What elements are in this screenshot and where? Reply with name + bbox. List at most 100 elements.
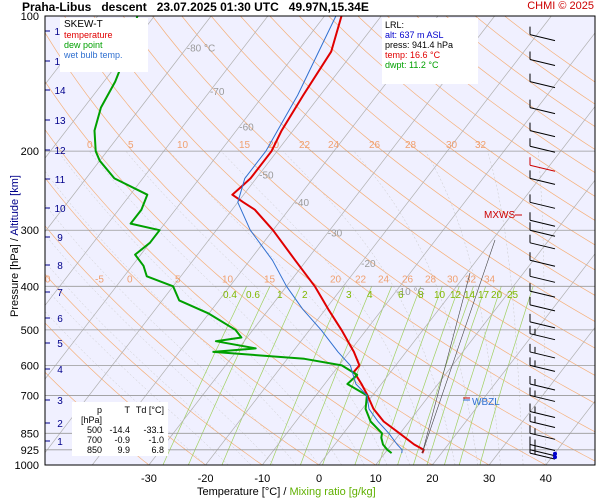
altitude-tick-label: 10 bbox=[54, 204, 66, 215]
wind-barb bbox=[529, 73, 556, 89]
y-tick-label: 1000 bbox=[15, 460, 39, 472]
wind-barb-shaft bbox=[529, 333, 556, 341]
wind-barb bbox=[529, 99, 556, 115]
dry-adiabat-line bbox=[210, 16, 595, 322]
wind-barb bbox=[529, 357, 556, 372]
lrl-press: press: 941.4 hPa bbox=[385, 40, 454, 50]
altitude-tick-label: 14 bbox=[54, 86, 66, 97]
wind-barb bbox=[529, 445, 557, 460]
wind-barb-shaft bbox=[529, 364, 556, 372]
altitude-tick-label: 4 bbox=[57, 365, 63, 376]
wind-barb bbox=[529, 122, 556, 138]
wind-barb-shaft bbox=[529, 145, 556, 153]
wind-barb-shaft bbox=[529, 34, 556, 42]
dry-adiabat-label: 5 bbox=[128, 140, 134, 151]
y-tick-label: 925 bbox=[21, 445, 39, 457]
dry-adiabat-label: 30 bbox=[447, 274, 459, 285]
wind-barb bbox=[529, 234, 556, 250]
mixing-ratio-label: 3 bbox=[346, 290, 352, 301]
wind-barb bbox=[529, 252, 556, 267]
altitude-tick-label: 2 bbox=[57, 419, 63, 430]
altitude-tick-label: 3 bbox=[57, 396, 63, 407]
wind-barb bbox=[529, 425, 556, 440]
wind-barb bbox=[529, 343, 556, 359]
wind-barb-shaft bbox=[529, 275, 556, 283]
mxws-label: MXWS bbox=[484, 210, 515, 221]
x-tick-label: 20 bbox=[426, 473, 438, 485]
wind-barb bbox=[529, 157, 556, 172]
wind-barb bbox=[529, 313, 556, 329]
y-tick-label: 600 bbox=[21, 360, 39, 372]
mixing-ratio-label: 20 bbox=[491, 290, 503, 301]
dry-adiabat-line bbox=[122, 16, 595, 404]
wind-barb-shaft bbox=[529, 383, 556, 391]
isotherm-line bbox=[432, 253, 595, 465]
altitude-tick-label: 5 bbox=[57, 339, 63, 350]
copyright-text: CHMI © 2025 bbox=[527, 0, 594, 12]
table-header-cell: Td [°C] bbox=[135, 405, 164, 415]
altitude-tick-label: 1 bbox=[57, 437, 63, 448]
isotherm-label: -70 bbox=[210, 87, 225, 98]
mixing-ratio-label: 6 bbox=[398, 290, 404, 301]
y-tick-label: 400 bbox=[21, 281, 39, 293]
dry-adiabat-label: 10 bbox=[222, 274, 234, 285]
wind-barb-shaft bbox=[529, 201, 556, 209]
dry-adiabat-label: 15 bbox=[264, 274, 276, 285]
y-tick-label: 200 bbox=[21, 146, 39, 158]
wind-barb-shaft bbox=[529, 421, 556, 428]
dry-adiabat-label: 34 bbox=[484, 274, 496, 285]
dry-adiabat-line bbox=[298, 16, 595, 246]
table-row: 850 9.9 6.8 bbox=[76, 445, 164, 455]
mixing-ratio-label: 14 bbox=[464, 290, 476, 301]
table-cell: -14.4 bbox=[109, 425, 130, 435]
table-row: 700 -0.9 -1.0 bbox=[76, 435, 164, 445]
dry-adiabat-label: 22 bbox=[299, 140, 311, 151]
isotherm-label: -60 bbox=[239, 123, 254, 134]
table-header-cell: T bbox=[124, 405, 131, 415]
isotherm-label: -50 bbox=[259, 170, 274, 181]
x-tick-label: 40 bbox=[540, 473, 552, 485]
y-tick-label: 850 bbox=[21, 428, 39, 440]
mixing-ratio-label: 10 bbox=[434, 290, 446, 301]
dry-adiabat-line bbox=[269, 16, 595, 271]
mixing-ratio-label: 12 bbox=[450, 290, 462, 301]
dry-adiabat-label: 30 bbox=[446, 140, 458, 151]
parcel-line bbox=[421, 239, 496, 454]
y-tick-label: 100 bbox=[21, 11, 39, 23]
dry-adiabat-label: 26 bbox=[369, 140, 381, 151]
parcel-line-2 bbox=[421, 272, 471, 454]
lrl-title: LRL: bbox=[385, 20, 405, 30]
isotherm-line bbox=[205, 16, 552, 465]
mixing-ratio-label: 8 bbox=[418, 290, 424, 301]
x-axis-label: Temperature [°C] / Mixing ratio [g/kg] bbox=[197, 486, 376, 498]
dry-adiabat-label: 32 bbox=[475, 140, 487, 151]
altitude-tick-label: 12 bbox=[54, 146, 66, 157]
wind-barb-dot bbox=[553, 451, 557, 456]
table-cell: 500 bbox=[86, 425, 102, 435]
table-cell: 6.8 bbox=[151, 445, 164, 455]
dry-adiabat-label: 28 bbox=[405, 140, 417, 151]
isotherm-label: -20 bbox=[361, 259, 376, 270]
mixing-ratio-label: 25 bbox=[507, 290, 519, 301]
y-tick-label: 700 bbox=[21, 390, 39, 402]
x-tick-label: -10 bbox=[254, 473, 270, 485]
moist-adiabat-line bbox=[45, 204, 297, 465]
wind-barb-shaft bbox=[529, 290, 556, 298]
x-tick-label: 30 bbox=[483, 473, 495, 485]
wind-barb bbox=[529, 283, 556, 298]
wind-barb bbox=[529, 403, 556, 418]
altitude-tick-label: 9 bbox=[57, 233, 63, 244]
table-cell: -33.1 bbox=[143, 425, 164, 435]
dry-adiabat-label: 15 bbox=[239, 140, 251, 151]
y-tick-label: 500 bbox=[21, 325, 39, 337]
moist-adiabat-line bbox=[89, 151, 365, 465]
mixing-ratio-label: 0.4 bbox=[223, 290, 237, 301]
legend-title: SKEW-T bbox=[64, 19, 103, 30]
wind-barb-shaft bbox=[529, 410, 556, 418]
plot-frame bbox=[44, 15, 596, 466]
table-row: 500 -14.4 -33.1 bbox=[76, 425, 164, 435]
wind-barb-shaft bbox=[529, 81, 556, 89]
summary-table: p [hPa] T Td [°C] 500 -14.4 -33.1 700 -0… bbox=[72, 402, 168, 456]
wind-barb-shaft bbox=[529, 130, 556, 138]
